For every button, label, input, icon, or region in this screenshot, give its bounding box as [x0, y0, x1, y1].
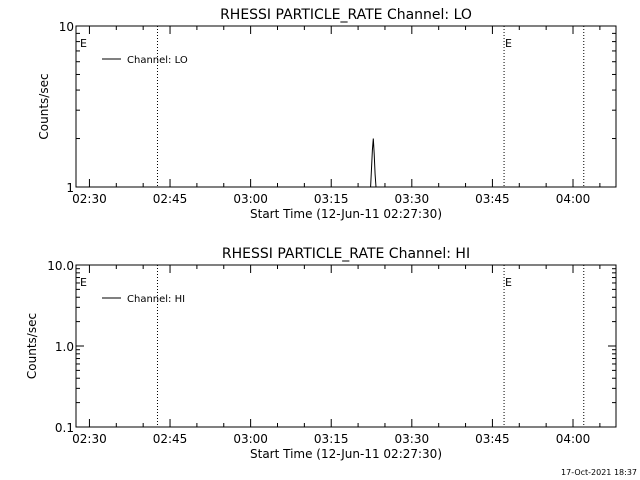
chart-title: RHESSI PARTICLE_RATE Channel: LO: [220, 7, 472, 23]
x-tick-label: 04:00: [556, 192, 591, 206]
corner-marker-label: E: [80, 276, 87, 289]
vline-marker-label: E: [505, 37, 512, 50]
y-axis-label: Counts/sec: [25, 313, 39, 379]
legend-entry: Channel: HI: [127, 294, 185, 305]
hi-channel-panel: RHESSI PARTICLE_RATE Channel: HI 02:30 02:…: [25, 246, 617, 461]
x-tick-label: 03:15: [314, 192, 349, 206]
vline-marker-label: E: [505, 276, 512, 289]
x-tick-label: 03:00: [233, 192, 268, 206]
x-tick-label: 03:30: [395, 432, 430, 446]
lo-channel-panel: RHESSI PARTICLE_RATE Channel: LO 02:30 02:…: [37, 7, 617, 221]
x-axis-label: Start Time (12-Jun-11 02:27:30): [250, 207, 442, 221]
plot-frame: [75, 25, 617, 188]
y-tick-label: 10.0: [47, 259, 74, 273]
x-tick-label: 02:30: [72, 432, 107, 446]
x-tick-label: 04:00: [556, 432, 591, 446]
series-line: [370, 138, 377, 188]
chart-title: RHESSI PARTICLE_RATE Channel: HI: [222, 246, 470, 262]
y-tick-label: 0.1: [55, 421, 74, 435]
x-tick-label: 03:30: [395, 192, 430, 206]
x-tick-label: 02:45: [153, 432, 188, 446]
y-tick-label: 1.0: [55, 340, 74, 354]
x-tick-label: 02:45: [153, 192, 188, 206]
x-tick-label: 03:45: [475, 432, 510, 446]
y-axis-label: Counts/sec: [37, 73, 51, 139]
legend-entry: Channel: LO: [127, 55, 188, 66]
y-tick-label: 1: [66, 181, 74, 195]
x-axis-label: Start Time (12-Jun-11 02:27:30): [250, 447, 442, 461]
x-tick-label: 03:45: [475, 192, 510, 206]
x-tick-label: 03:15: [314, 432, 349, 446]
x-tick-label: 03:00: [233, 432, 268, 446]
corner-marker-label: E: [80, 37, 87, 50]
y-tick-label: 10: [59, 20, 74, 34]
footer-timestamp: 17-Oct-2021 18:37: [561, 468, 637, 477]
x-tick-label: 02:30: [72, 192, 107, 206]
